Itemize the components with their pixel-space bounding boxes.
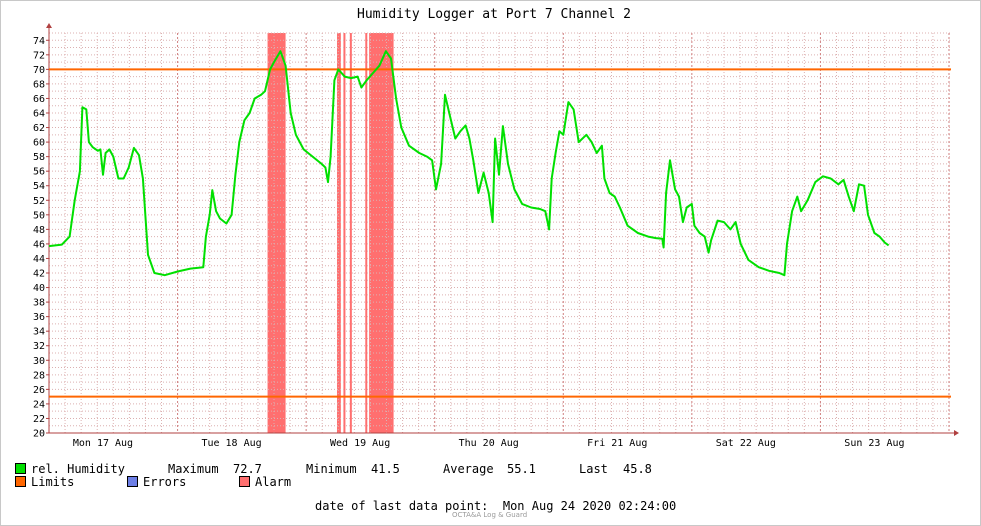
y-tick-label-62: 62 [33,123,45,134]
limits-swatch [15,476,26,487]
errors-swatch [127,476,138,487]
y-tick-label-44: 44 [33,254,45,265]
legend-errors-label: Errors [143,475,187,489]
x-tick-label-2: Wed 19 Aug [330,438,390,449]
alarm-bands [267,33,394,433]
alarm-band-2 [343,33,346,433]
legend-humidity-label: rel. Humidity [31,462,125,476]
last-data-point-value: Mon Aug 24 2020 02:24:00 [502,499,677,513]
avg-label: Average [443,462,494,476]
min-value: 41.5 [371,462,400,476]
y-tick-label-70: 70 [33,65,45,76]
y-tick-label-34: 34 [33,327,45,338]
humidity-swatch [15,463,26,474]
y-tick-label-42: 42 [33,269,45,280]
series-line-humidity [48,50,890,277]
y-tick-label-72: 72 [33,50,45,61]
x-tick-label-1: Tue 18 Aug [201,438,261,449]
y-tick-label-50: 50 [33,210,45,221]
alarm-band-0 [267,33,286,433]
y-tick-label-38: 38 [33,298,45,309]
y-tick-label-74: 74 [33,36,45,47]
y-tick-label-40: 40 [33,283,45,294]
y-tick-label-30: 30 [33,356,45,367]
avg-value: 55.1 [507,462,536,476]
x-tick-label-3: Thu 20 Aug [459,438,519,449]
y-tick-label-60: 60 [33,138,45,149]
y-tick-label-56: 56 [33,167,45,178]
credit-text: OCTA&A Log & Guard [452,511,528,519]
y-tick-label-66: 66 [33,94,45,105]
grid [48,32,951,434]
x-tick-label-6: Sun 23 Aug [844,438,904,449]
alarm-band-3 [349,33,352,433]
legend-alarm-label: Alarm [255,475,292,489]
y-tick-label-28: 28 [33,370,45,381]
last-data-point: date of last data point: Mon Aug 24 2020… [315,499,676,513]
y-tick-label-22: 22 [33,414,45,425]
alarm-band-4 [365,33,368,433]
max-value: 72.7 [233,462,262,476]
max-label: Maximum [168,462,219,476]
y-tick-label-58: 58 [33,152,45,163]
y-tick-label-32: 32 [33,341,45,352]
x-tick-label-5: Sat 22 Aug [716,438,776,449]
legend-alarm: Alarm [239,475,291,489]
series [48,50,890,277]
y-tick-label-54: 54 [33,181,45,192]
legend-humidity: rel. Humidity [15,462,125,476]
y-tick-label-52: 52 [33,196,45,207]
alarm-band-1 [336,33,341,433]
legend-errors: Errors [127,475,186,489]
legend-limits: Limits [15,475,74,489]
last-data-point-label: date of last data point: [315,499,489,513]
x-tick-label-0: Mon 17 Aug [73,438,133,449]
min-label: Minimum [306,462,357,476]
y-tick-label-68: 68 [33,79,45,90]
y-tick-label-64: 64 [33,109,45,120]
chart-title: Humidity Logger at Port 7 Channel 2 [357,7,631,22]
last-label: Last [579,462,608,476]
y-tick-label-48: 48 [33,225,45,236]
x-axis-arrow [954,430,959,436]
y-tick-label-46: 46 [33,239,45,250]
last-value: 45.8 [623,462,652,476]
y-axis-arrow [46,23,52,28]
x-tick-label-4: Fri 21 Aug [587,438,647,449]
y-tick-label-36: 36 [33,312,45,323]
limit-lines [49,68,951,398]
y-tick-label-26: 26 [33,385,45,396]
alarm-band-5 [369,33,394,433]
legend-limits-label: Limits [31,475,75,489]
y-tick-label-24: 24 [33,399,45,410]
axes: 20 22 24 26 28 30 32 34 36 38 40 42 44 46 48 50 52 54 56 58… [33,23,959,449]
y-tick-label-20: 20 [33,429,45,440]
alarm-swatch [239,476,250,487]
